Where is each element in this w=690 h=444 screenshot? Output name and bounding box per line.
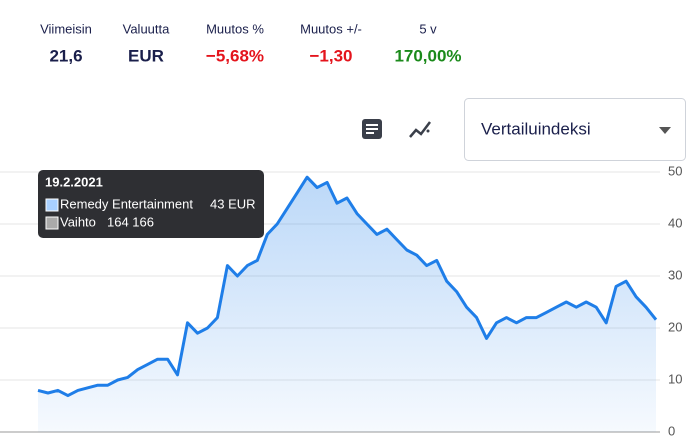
plot: 0 10 20 30 40 50 <box>0 163 682 438</box>
dropdown-label: Vertailuindeksi <box>481 119 591 138</box>
legend-swatch <box>45 198 59 212</box>
stat-value: 170,00% <box>394 46 461 65</box>
tooltip-box <box>38 170 264 238</box>
legend-swatch <box>45 216 59 230</box>
stat-label: Muutos % <box>206 21 264 36</box>
dropdown-box[interactable] <box>464 98 686 161</box>
icon-dot <box>426 129 430 133</box>
stat-value: EUR <box>128 46 164 65</box>
notes-button[interactable] <box>362 119 382 139</box>
tooltip-price: 43 EUR <box>210 196 256 211</box>
stat-label: 5 v <box>419 21 437 36</box>
stat-label: Valuutta <box>123 21 171 36</box>
y-tick-label: 40 <box>668 215 682 230</box>
tooltip-series: Remedy Entertainment <box>60 196 193 211</box>
stat-label: Viimeisin <box>40 21 92 36</box>
y-tick-label: 0 <box>668 423 675 438</box>
y-tick-label: 20 <box>668 319 682 334</box>
area <box>38 177 656 432</box>
y-tick-label: 50 <box>668 163 682 178</box>
y-tick-label: 10 <box>668 371 682 386</box>
stat-value: −5,68% <box>206 46 264 65</box>
indicator-button[interactable] <box>409 121 431 138</box>
stats: Viimeisin 21,6 Valuutta EUR Muutos % −5,68% Mu… <box>40 21 461 65</box>
caret <box>659 127 671 134</box>
stat-label: Muutos +/- <box>300 21 362 36</box>
y-tick-label: 30 <box>668 267 682 282</box>
tooltip: 19.2.2021 Remedy Entertainment 43 EUR Va… <box>38 170 264 238</box>
stat-value: −1,30 <box>309 46 352 65</box>
tooltip-date: 19.2.2021 <box>45 174 103 189</box>
dropdown[interactable]: Vertailuindeksi <box>464 98 686 161</box>
stat-value: 21,6 <box>49 46 82 65</box>
line <box>37 175 658 398</box>
tooltip-volume: 164 166 <box>107 214 154 229</box>
icon[interactable] <box>409 121 431 138</box>
tooltip-volume-label: Vaihto <box>60 214 96 229</box>
